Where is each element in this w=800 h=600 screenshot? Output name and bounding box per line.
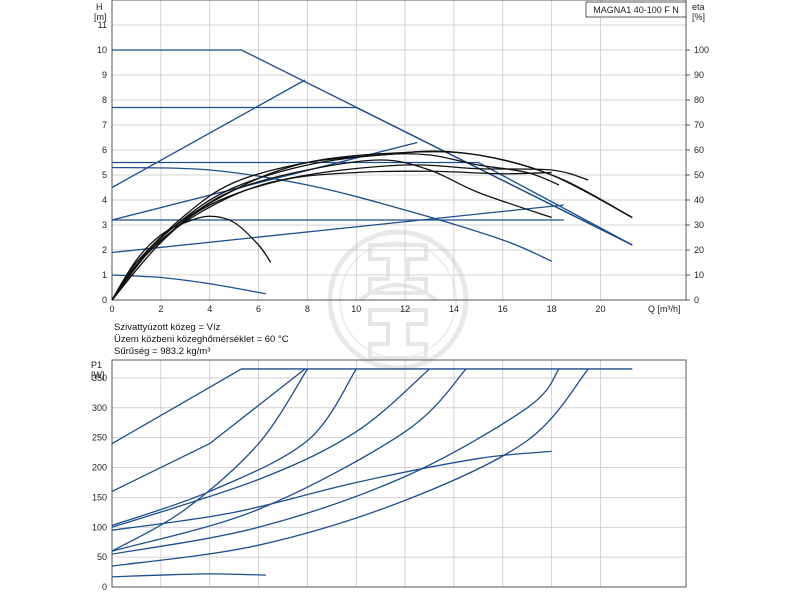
head-curve-1 [112,106,633,246]
head-curve-5 [111,204,564,254]
power-y-axis-unit: [W] [91,370,105,380]
x-tick-label: 2 [158,304,163,314]
y2-tick-label: 20 [694,245,704,255]
power-y-tick-label: 0 [102,582,107,592]
x-tick-label: 18 [547,304,557,314]
head-curve-2 [111,79,306,189]
y2-tick-label: 10 [694,270,704,280]
efficiency-curve-0 [111,215,272,301]
power-y-tick-label: 300 [92,403,107,413]
x-tick-label: 20 [596,304,606,314]
power-curve-1 [111,368,306,493]
y2-tick-label: 30 [694,220,704,230]
power-curve-0 [111,368,633,445]
power-curve-4 [111,368,430,528]
power-curve-7 [111,368,560,555]
head-chart-grid [111,0,686,301]
efficiency-curve-6 [111,151,633,301]
y2-axis-unit: [%] [692,12,705,22]
power-y-tick-label: 200 [92,463,107,473]
power-y-tick-label: 350 [92,373,107,383]
chart-title: MAGNA1 40-100 F N [593,5,679,15]
power-y-tick-label: 50 [97,552,107,562]
x-axis-label: Q [m³/h] [648,304,681,314]
y2-tick-label: 0 [694,295,699,305]
y2-tick-label: 70 [694,120,704,130]
x-tick-label: 12 [400,304,410,314]
y-tick-label: 8 [102,95,107,105]
power-y-tick-label: 100 [92,522,107,532]
x-tick-label: 8 [305,304,310,314]
head-curve-3 [112,161,633,246]
temperature-note: Üzem közbeni közeghőmérséklet = 60 °C [114,334,289,345]
power-curve-5 [111,368,467,552]
power-y-axis-label: P1 [91,360,102,370]
y-tick-label: 4 [102,195,107,205]
y2-tick-label: 100 [694,45,709,55]
y2-axis-label: eta [692,2,705,12]
y-tick-label: 5 [102,170,107,180]
efficiency-curve-4 [111,170,552,301]
y2-tick-label: 60 [694,145,704,155]
head-curve-8 [111,274,266,295]
head-curve-7 [111,166,552,262]
y-tick-label: 10 [97,45,107,55]
x-tick-label: 14 [449,304,459,314]
y-tick-label: 9 [102,70,107,80]
y2-tick-label: 40 [694,195,704,205]
power-curve-9 [111,573,266,578]
y2-tick-label: 80 [694,95,704,105]
y-tick-label: 11 [98,20,107,30]
y2-tick-label: 90 [694,70,704,80]
fluid-note: Szivattyúzott közeg = Víz [114,322,221,333]
x-tick-label: 16 [498,304,508,314]
power-curve-6 [111,450,552,531]
y2-tick-label: 50 [694,170,704,180]
y-tick-label: 3 [102,220,107,230]
power-curve-3 [111,368,308,552]
y-tick-label: 0 [102,295,107,305]
power-y-tick-label: 250 [92,433,107,443]
x-tick-label: 4 [207,304,212,314]
power-curve-8 [111,368,589,567]
title-box [585,1,687,18]
power-chart-frame [111,359,687,588]
y-tick-label: 6 [102,145,107,155]
x-tick-label: 10 [351,304,361,314]
power-curve-2 [111,368,357,527]
y-tick-label: 1 [102,270,107,280]
y-axis-unit: [m] [94,12,107,22]
x-tick-label: 6 [256,304,261,314]
y-tick-label: 2 [102,245,107,255]
y-axis-label: H [96,2,103,12]
density-note: Sűrűség = 983.2 kg/m³ [114,346,210,357]
x-tick-label: 0 [109,304,114,314]
y-tick-label: 7 [102,120,107,130]
power-y-tick-label: 150 [92,492,107,502]
